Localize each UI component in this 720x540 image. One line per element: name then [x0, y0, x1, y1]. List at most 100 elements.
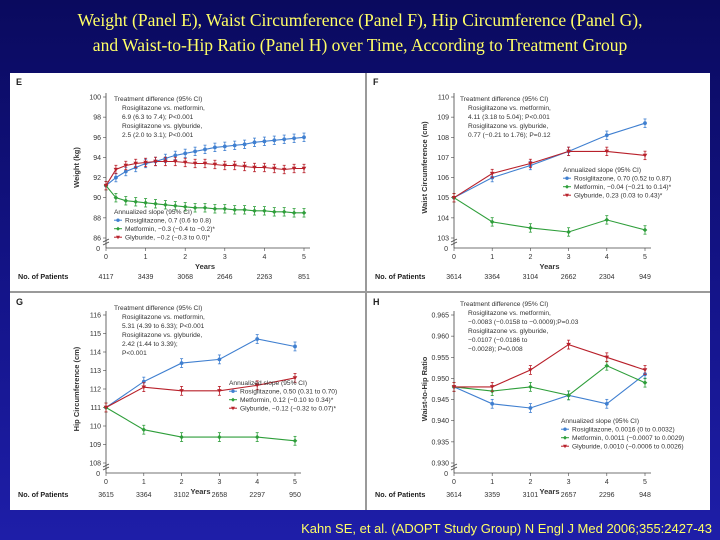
- y-tick-label: 109: [437, 115, 449, 122]
- panel-g: G 108 109 110 111 112 113 114 115 116 00 1 2 3 4 5 Years…: [16, 297, 337, 499]
- data-point-metformin: [566, 393, 571, 398]
- data-point-glyburide: [113, 167, 119, 172]
- data-point-glyburide: [232, 163, 237, 168]
- data-point-metformin: [173, 203, 178, 209]
- data-point-metformin: [123, 198, 129, 204]
- series-line-glyburide: [453, 150, 646, 199]
- x-tick-label: 2: [183, 254, 187, 261]
- data-point-metformin: [212, 206, 218, 212]
- x-tick-label: 5: [643, 479, 647, 486]
- y-tick-label: 0.950: [431, 376, 449, 383]
- treatment-difference-text: P<0.001: [122, 350, 147, 357]
- series-line-rosiglitazone: [105, 338, 296, 408]
- slope-legend-entry: Glyburide, 0.0010 (−0.0006 to 0.0026): [572, 444, 684, 451]
- data-point-glyburide: [123, 163, 129, 168]
- x-tick-label: 1: [144, 254, 148, 261]
- data-point-rosiglitazone: [183, 151, 188, 156]
- data-point-glyburide: [528, 161, 533, 166]
- treatment-difference-text: Rosiglitazone vs. glyburide,: [122, 123, 202, 130]
- data-point-metformin: [143, 200, 148, 206]
- data-point-metformin: [141, 427, 147, 432]
- data-point-metformin: [272, 209, 277, 215]
- y-tick-label-zero: 0: [96, 471, 100, 478]
- slope-legend-marker: [563, 427, 567, 431]
- data-point-glyburide: [182, 160, 188, 165]
- y-tick-label: 92: [93, 175, 101, 182]
- x-tick-label: 1: [142, 479, 146, 486]
- slope-legend-entry: Glyburide, 0.23 (0.03 to 0.43)*: [574, 193, 663, 200]
- data-point-metformin: [528, 384, 533, 390]
- patients-row-label: No. of Patients: [18, 272, 68, 281]
- y-tick-label: 0.940: [431, 418, 449, 425]
- panel-divider-horizontal: [10, 291, 710, 293]
- slope-legend-marker: [231, 389, 235, 393]
- data-point-glyburide: [103, 405, 109, 410]
- y-tick-label: 115: [90, 331, 101, 338]
- data-point-rosiglitazone: [242, 142, 247, 147]
- y-tick-label: 111: [90, 405, 101, 412]
- slope-legend-entry: Metformin, −0.04 (−0.21 to 0.14)*: [574, 184, 672, 191]
- data-point-metformin: [281, 209, 287, 215]
- y-tick-label: 86: [93, 236, 101, 243]
- treatment-difference-text: −0.0083 (−0.0158 to −0.0009);P=0.03: [468, 319, 579, 326]
- slope-legend-entry: Rosiglitazone, 0.70 (0.52 to 0.87): [574, 176, 671, 183]
- slide-title: Weight (Panel E), Waist Circumference (P…: [0, 8, 720, 58]
- data-point-glyburide: [192, 161, 198, 166]
- data-point-metformin: [254, 434, 260, 440]
- x-axis-label: Years: [195, 262, 215, 271]
- data-point-glyburide: [604, 355, 610, 360]
- data-point-glyburide: [141, 385, 147, 390]
- y-tick-label: 0.965: [431, 313, 449, 320]
- axis-break-mark: [450, 463, 458, 471]
- patients-count: 950: [289, 492, 301, 499]
- data-point-glyburide: [451, 385, 457, 390]
- treatment-difference-text: 6.9 (6.3 to 7.4); P<0.001: [122, 114, 194, 121]
- treatment-difference-text: Treatment difference (95% CI): [460, 301, 548, 308]
- slope-legend-title: Annualized slope (95% CI): [561, 418, 639, 425]
- series-line-rosiglitazone: [453, 373, 646, 409]
- data-point-rosiglitazone: [217, 357, 222, 362]
- patients-count: 3614: [446, 492, 462, 499]
- data-point-metformin: [222, 206, 228, 212]
- x-tick-label: 0: [104, 479, 108, 486]
- panel-h: H 0.930 0.935 0.940 0.945 0.950 0.955 0.960 0.96…: [373, 297, 684, 499]
- y-tick-label: 105: [437, 195, 449, 202]
- patients-count: 3104: [523, 274, 539, 281]
- x-tick-label: 1: [490, 479, 494, 486]
- y-tick-label: 108: [89, 461, 101, 468]
- x-tick-label: 0: [452, 254, 456, 261]
- treatment-difference-text: Rosiglitazone vs. metformin,: [468, 105, 551, 112]
- data-point-glyburide: [153, 159, 158, 164]
- data-point-metformin: [182, 204, 188, 210]
- data-point-glyburide: [301, 166, 307, 171]
- y-tick-label: 88: [93, 215, 101, 222]
- data-point-rosiglitazone: [114, 175, 118, 180]
- x-tick-label: 5: [302, 254, 306, 261]
- y-tick-label: 107: [437, 155, 449, 162]
- data-point-glyburide: [179, 389, 184, 394]
- data-point-glyburide: [222, 163, 228, 168]
- data-point-rosiglitazone: [604, 133, 609, 138]
- patients-count: 2657: [561, 492, 577, 499]
- x-tick-label: 3: [223, 254, 227, 261]
- patients-row-label: No. of Patients: [18, 490, 68, 499]
- data-point-glyburide: [212, 162, 218, 167]
- data-point-metformin: [217, 434, 222, 440]
- data-point-glyburide: [133, 161, 138, 166]
- data-point-rosiglitazone: [604, 401, 609, 406]
- treatment-difference-text: Rosiglitazone vs. glyburide,: [122, 332, 202, 339]
- x-axis-label: Years: [539, 262, 559, 271]
- panel-f: F 103 104 105 106 107 108 109 110 00 1 2 3 4 5 Years Wai…: [373, 77, 672, 281]
- patients-count: 948: [639, 492, 651, 499]
- panel-letter-e: E: [16, 77, 22, 87]
- slide-title-line1: Weight (Panel E), Waist Circumference (P…: [77, 10, 643, 30]
- data-point-rosiglitazone: [123, 169, 128, 174]
- slope-legend-marker: [231, 397, 235, 402]
- y-tick-label: 114: [90, 350, 101, 357]
- treatment-difference-text: Treatment difference (95% CI): [460, 96, 548, 103]
- data-point-glyburide: [292, 376, 298, 381]
- x-tick-label: 0: [104, 254, 108, 261]
- data-point-glyburide: [242, 164, 247, 169]
- treatment-difference-text: Treatment difference (95% CI): [114, 96, 202, 103]
- treatment-difference-text: Rosiglitazone vs. glyburide,: [468, 123, 548, 130]
